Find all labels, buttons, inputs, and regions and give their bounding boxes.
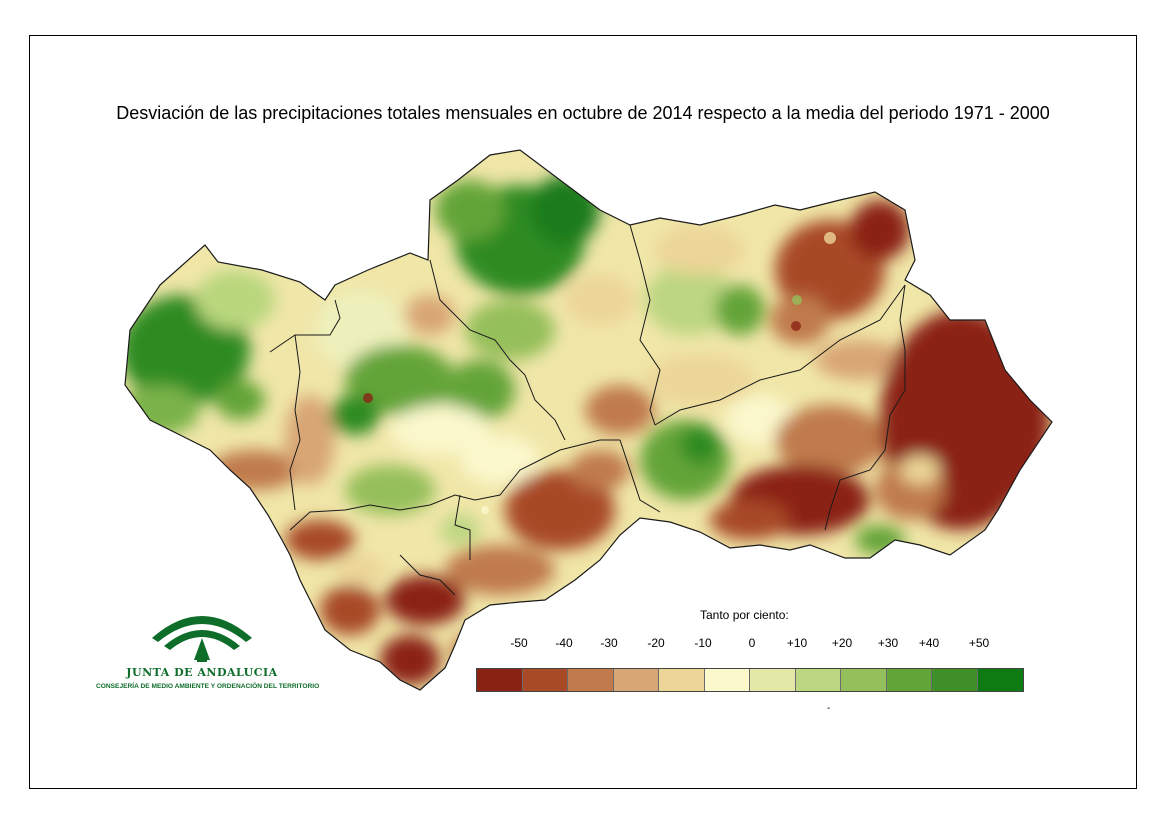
legend-label: -30 [600, 636, 618, 650]
legend-label: +10 [786, 636, 808, 650]
legend-label: -20 [647, 636, 665, 650]
legend-labels: -50 -40 -30 -20 -10 0 +10 +20 +30 +40 +5… [0, 636, 1170, 656]
legend-swatch [704, 669, 750, 691]
legend-label: -10 [694, 636, 712, 650]
legend-label: -50 [510, 636, 528, 650]
legend-swatch [613, 669, 659, 691]
legend-color-bar [476, 668, 1024, 692]
legend-swatch [841, 669, 887, 691]
legend-swatch [568, 669, 614, 691]
legend-swatch [932, 669, 978, 691]
legend-swatch [477, 669, 523, 691]
logo-subtitle: CONSEJERÍA DE MEDIO AMBIENTE Y ORDENACIÓ… [96, 683, 320, 690]
legend-label: +30 [877, 636, 899, 650]
legend-label: +50 [968, 636, 990, 650]
legend-label: +40 [918, 636, 940, 650]
legend-caption: Tanto por ciento: [700, 608, 789, 622]
legend-swatch [750, 669, 796, 691]
junta-logo: JUNTA DE ANDALUCIA CONSEJERÍA DE MEDIO A… [96, 602, 320, 697]
legend-label: -40 [555, 636, 573, 650]
legend-label: 0 [748, 636, 756, 650]
legend-swatch [977, 669, 1023, 691]
map-title: Desviación de las precipitaciones totale… [116, 103, 1050, 123]
footer-mark: - [827, 703, 831, 714]
legend-swatch [659, 669, 705, 691]
legend-swatch [795, 669, 841, 691]
legend-swatch [522, 669, 568, 691]
region-outline [124, 149, 1053, 691]
map-frame [29, 35, 1137, 789]
legend-swatch [886, 669, 932, 691]
legend-label: +20 [831, 636, 853, 650]
logo-name: JUNTA DE ANDALUCIA [126, 666, 278, 679]
junta-emblem-icon [152, 616, 252, 662]
province-borders [269, 224, 906, 596]
